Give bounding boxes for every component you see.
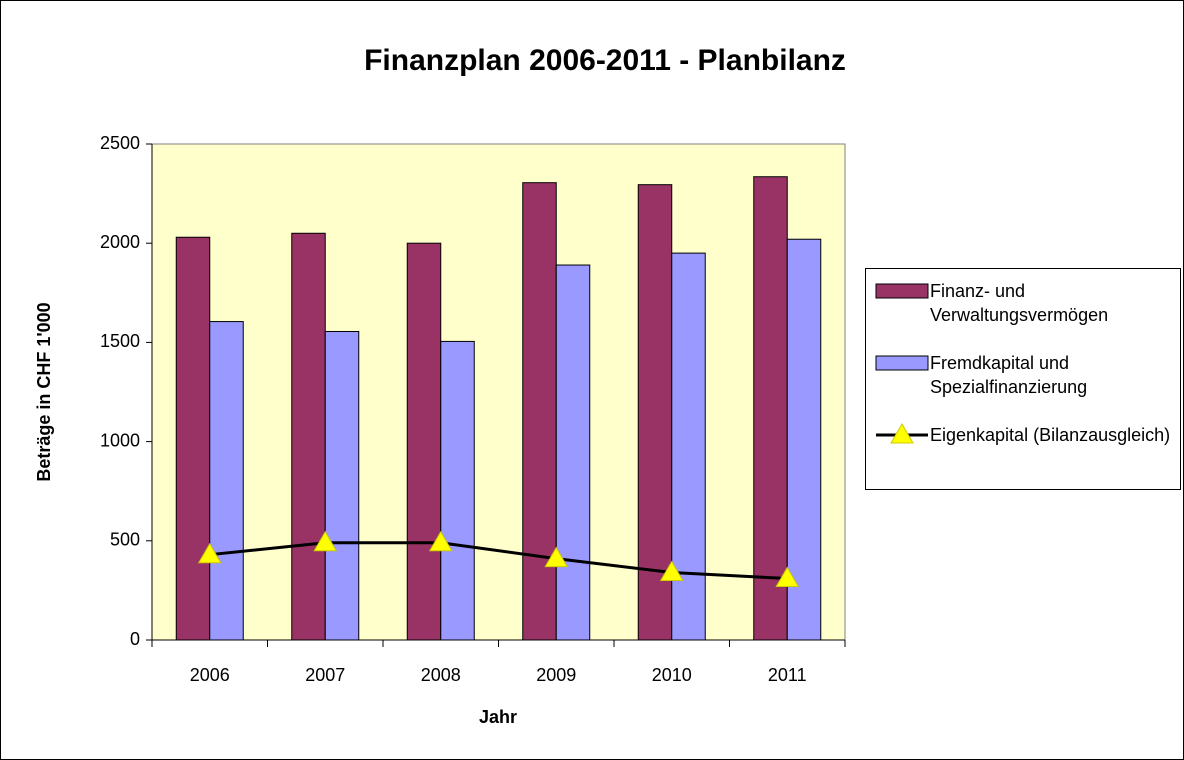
bar bbox=[637, 184, 673, 641]
legend-symbol bbox=[876, 423, 928, 444]
legend-label: Eigenkapital (Bilanzausgleich) bbox=[930, 425, 1171, 445]
bar bbox=[291, 232, 326, 641]
x-tick-label: 2008 bbox=[421, 665, 461, 685]
bar bbox=[209, 321, 244, 641]
bar bbox=[175, 236, 211, 641]
x-tick-label: 2006 bbox=[190, 665, 230, 685]
chart-title: Finanzplan 2006-2011 - Planbilanz bbox=[364, 44, 846, 77]
y-tick-label: 0 bbox=[130, 629, 140, 649]
x-tick-label: 2011 bbox=[768, 665, 807, 685]
x-tick-label: 2009 bbox=[536, 665, 576, 685]
bar bbox=[753, 176, 788, 641]
y-axis-label: Beträge in CHF 1'000 bbox=[34, 302, 54, 481]
marker bbox=[428, 530, 453, 552]
marker bbox=[197, 542, 222, 564]
plot-area bbox=[151, 143, 846, 641]
legend: Finanz- und Verwaltungsvermögen Fremdkapi… bbox=[865, 268, 1181, 490]
line bbox=[209, 541, 788, 580]
y-tick-label: 1500 bbox=[100, 331, 140, 351]
y-tick-label: 2500 bbox=[100, 133, 140, 153]
bar bbox=[671, 252, 706, 641]
legend-entry: Eigenkapital (Bilanzausgleich) bbox=[874, 423, 1184, 447]
x-tick-label: 2007 bbox=[305, 665, 345, 685]
legend-symbol bbox=[875, 355, 929, 371]
marker bbox=[544, 546, 569, 568]
bar bbox=[440, 340, 475, 641]
y-tick-label: 2000 bbox=[100, 232, 140, 252]
marker bbox=[890, 423, 914, 444]
legend-label: Finanz- und Verwaltungsvermögen bbox=[930, 281, 1109, 325]
marker bbox=[659, 560, 684, 582]
legend-label: Fremdkapital und Spezialfinanzierung bbox=[930, 353, 1088, 397]
legend-entry: Finanz- und Verwaltungsvermögen bbox=[874, 279, 1184, 327]
bar bbox=[522, 182, 557, 641]
legend-swatch bbox=[875, 355, 929, 371]
y-tick-label: 500 bbox=[110, 530, 140, 550]
bar bbox=[555, 264, 591, 641]
bar bbox=[786, 238, 822, 641]
legend-symbol bbox=[875, 283, 929, 299]
legend-entry: Fremdkapital und Spezialfinanzierung bbox=[874, 351, 1184, 399]
y-tick-label: 1000 bbox=[100, 430, 140, 450]
x-tick-label: 2010 bbox=[652, 665, 692, 685]
bar bbox=[324, 330, 360, 641]
marker bbox=[313, 530, 338, 552]
legend-swatch bbox=[875, 283, 929, 299]
marker bbox=[775, 566, 800, 587]
x-axis-label: Jahr bbox=[479, 707, 517, 727]
bar bbox=[406, 242, 442, 641]
